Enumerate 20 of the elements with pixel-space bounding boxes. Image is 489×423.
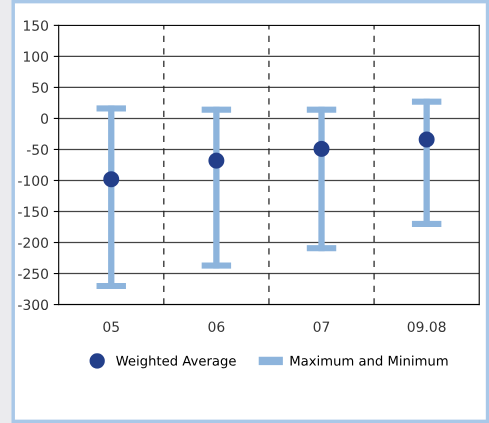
legend-label: Weighted Average: [116, 356, 236, 368]
y-tick-label: -300: [18, 300, 48, 310]
x-tick-label: 05: [103, 321, 119, 332]
x-tick-label: 06: [208, 321, 224, 332]
y-tick-label: -250: [18, 268, 48, 280]
y-tick-label: -50: [26, 144, 48, 155]
y-tick-label: 100: [24, 51, 48, 62]
y-tick-label: -200: [18, 237, 48, 248]
point: [208, 152, 224, 169]
y-tick-label: 50: [32, 82, 48, 93]
y-tick-label: -100: [18, 175, 48, 186]
x-tick-label: 07: [314, 321, 330, 332]
legend-label: Maximum and Minimum: [290, 356, 448, 366]
x-tick-label: 09.08: [408, 321, 446, 332]
point: [314, 140, 330, 157]
y-tick-label: 0: [41, 113, 48, 124]
point: [103, 171, 120, 188]
point: [418, 132, 435, 148]
y-tick-label: -150: [18, 206, 48, 217]
y-tick-label: 150: [24, 20, 48, 31]
